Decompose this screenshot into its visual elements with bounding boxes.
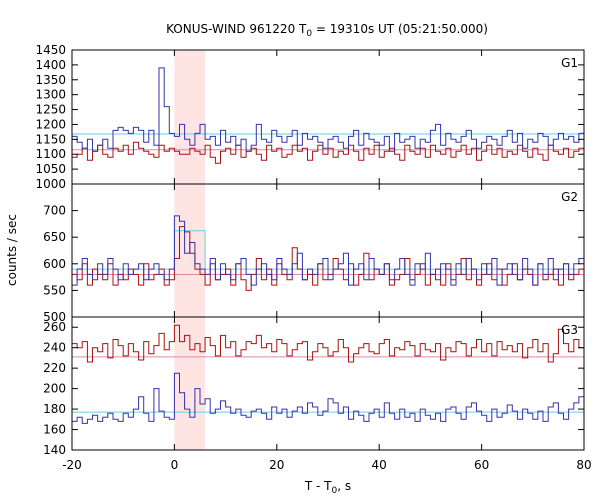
panel-g2: 500 550 600 650 700 G2 [43,183,585,324]
panel-label: G1 [561,56,578,70]
y-tick-label: 140 [43,443,66,457]
panel-g3: 140 160 180 200 220 240 260 G3 [43,316,585,457]
y-tick-label: 550 [43,283,66,297]
x-tick-label: 60 [474,458,489,472]
y-tick-label: 220 [43,361,66,375]
y-tick-label: 1450 [35,43,66,57]
y-tick-label: 1200 [35,117,66,131]
y-tick-label: 160 [43,423,66,437]
y-tick-label: 600 [43,257,66,271]
y-tick-label: 1350 [35,73,66,87]
y-tick-label: 650 [43,230,66,244]
y-tick-label: 200 [43,382,66,396]
x-axis-label-subscript: 0 [332,486,338,496]
y-tick-label: 1100 [35,147,66,161]
y-tick-label: 500 [43,310,66,324]
panel-label: G2 [561,190,578,204]
red-series-line [72,324,584,363]
chart-title: KONUS-WIND 961220 T0 = 19310s UT (05:21:… [166,22,488,39]
y-tick-label: 240 [43,341,66,355]
panel-frame [71,49,585,185]
y-tick-label: 700 [43,204,66,218]
blue-series-line [72,215,584,286]
y-tick-label: 1300 [35,88,66,102]
x-axis-label: T - T0, s [304,479,351,496]
highlight-band [174,50,206,184]
x-axis-label-prefix: T - T [304,479,332,493]
blue-series-line [72,372,584,424]
panel-frame [71,316,585,451]
panel-g1: 1000105011001150120012501300135014001450… [35,43,585,191]
y-axis-label: counts / sec [5,214,19,286]
y-tick-label: 1250 [35,103,66,117]
y-tick-label: 1050 [35,162,66,176]
y-tick-label: 180 [43,402,66,416]
y-tick-label: 1400 [35,58,66,72]
x-tick-label: 80 [576,458,591,472]
chart-title-prefix: KONUS-WIND 961220 T [166,22,307,36]
chart-title-subscript: 0 [306,29,312,39]
x-tick-label: 0 [171,458,179,472]
y-tick-label: 1000 [35,177,66,191]
x-axis-label-suffix: , s [337,479,351,493]
y-tick-label: 260 [43,320,66,334]
x-tick-label: 40 [372,458,387,472]
chart-title-suffix: = 19310s UT (05:21:50.000) [312,22,488,36]
panel-label: G3 [561,323,578,337]
x-tick-label: 20 [269,458,284,472]
blue-series-line [72,67,584,152]
panel-frame [71,183,585,318]
y-tick-label: 1150 [35,132,66,146]
x-tick-label: -20 [62,458,82,472]
